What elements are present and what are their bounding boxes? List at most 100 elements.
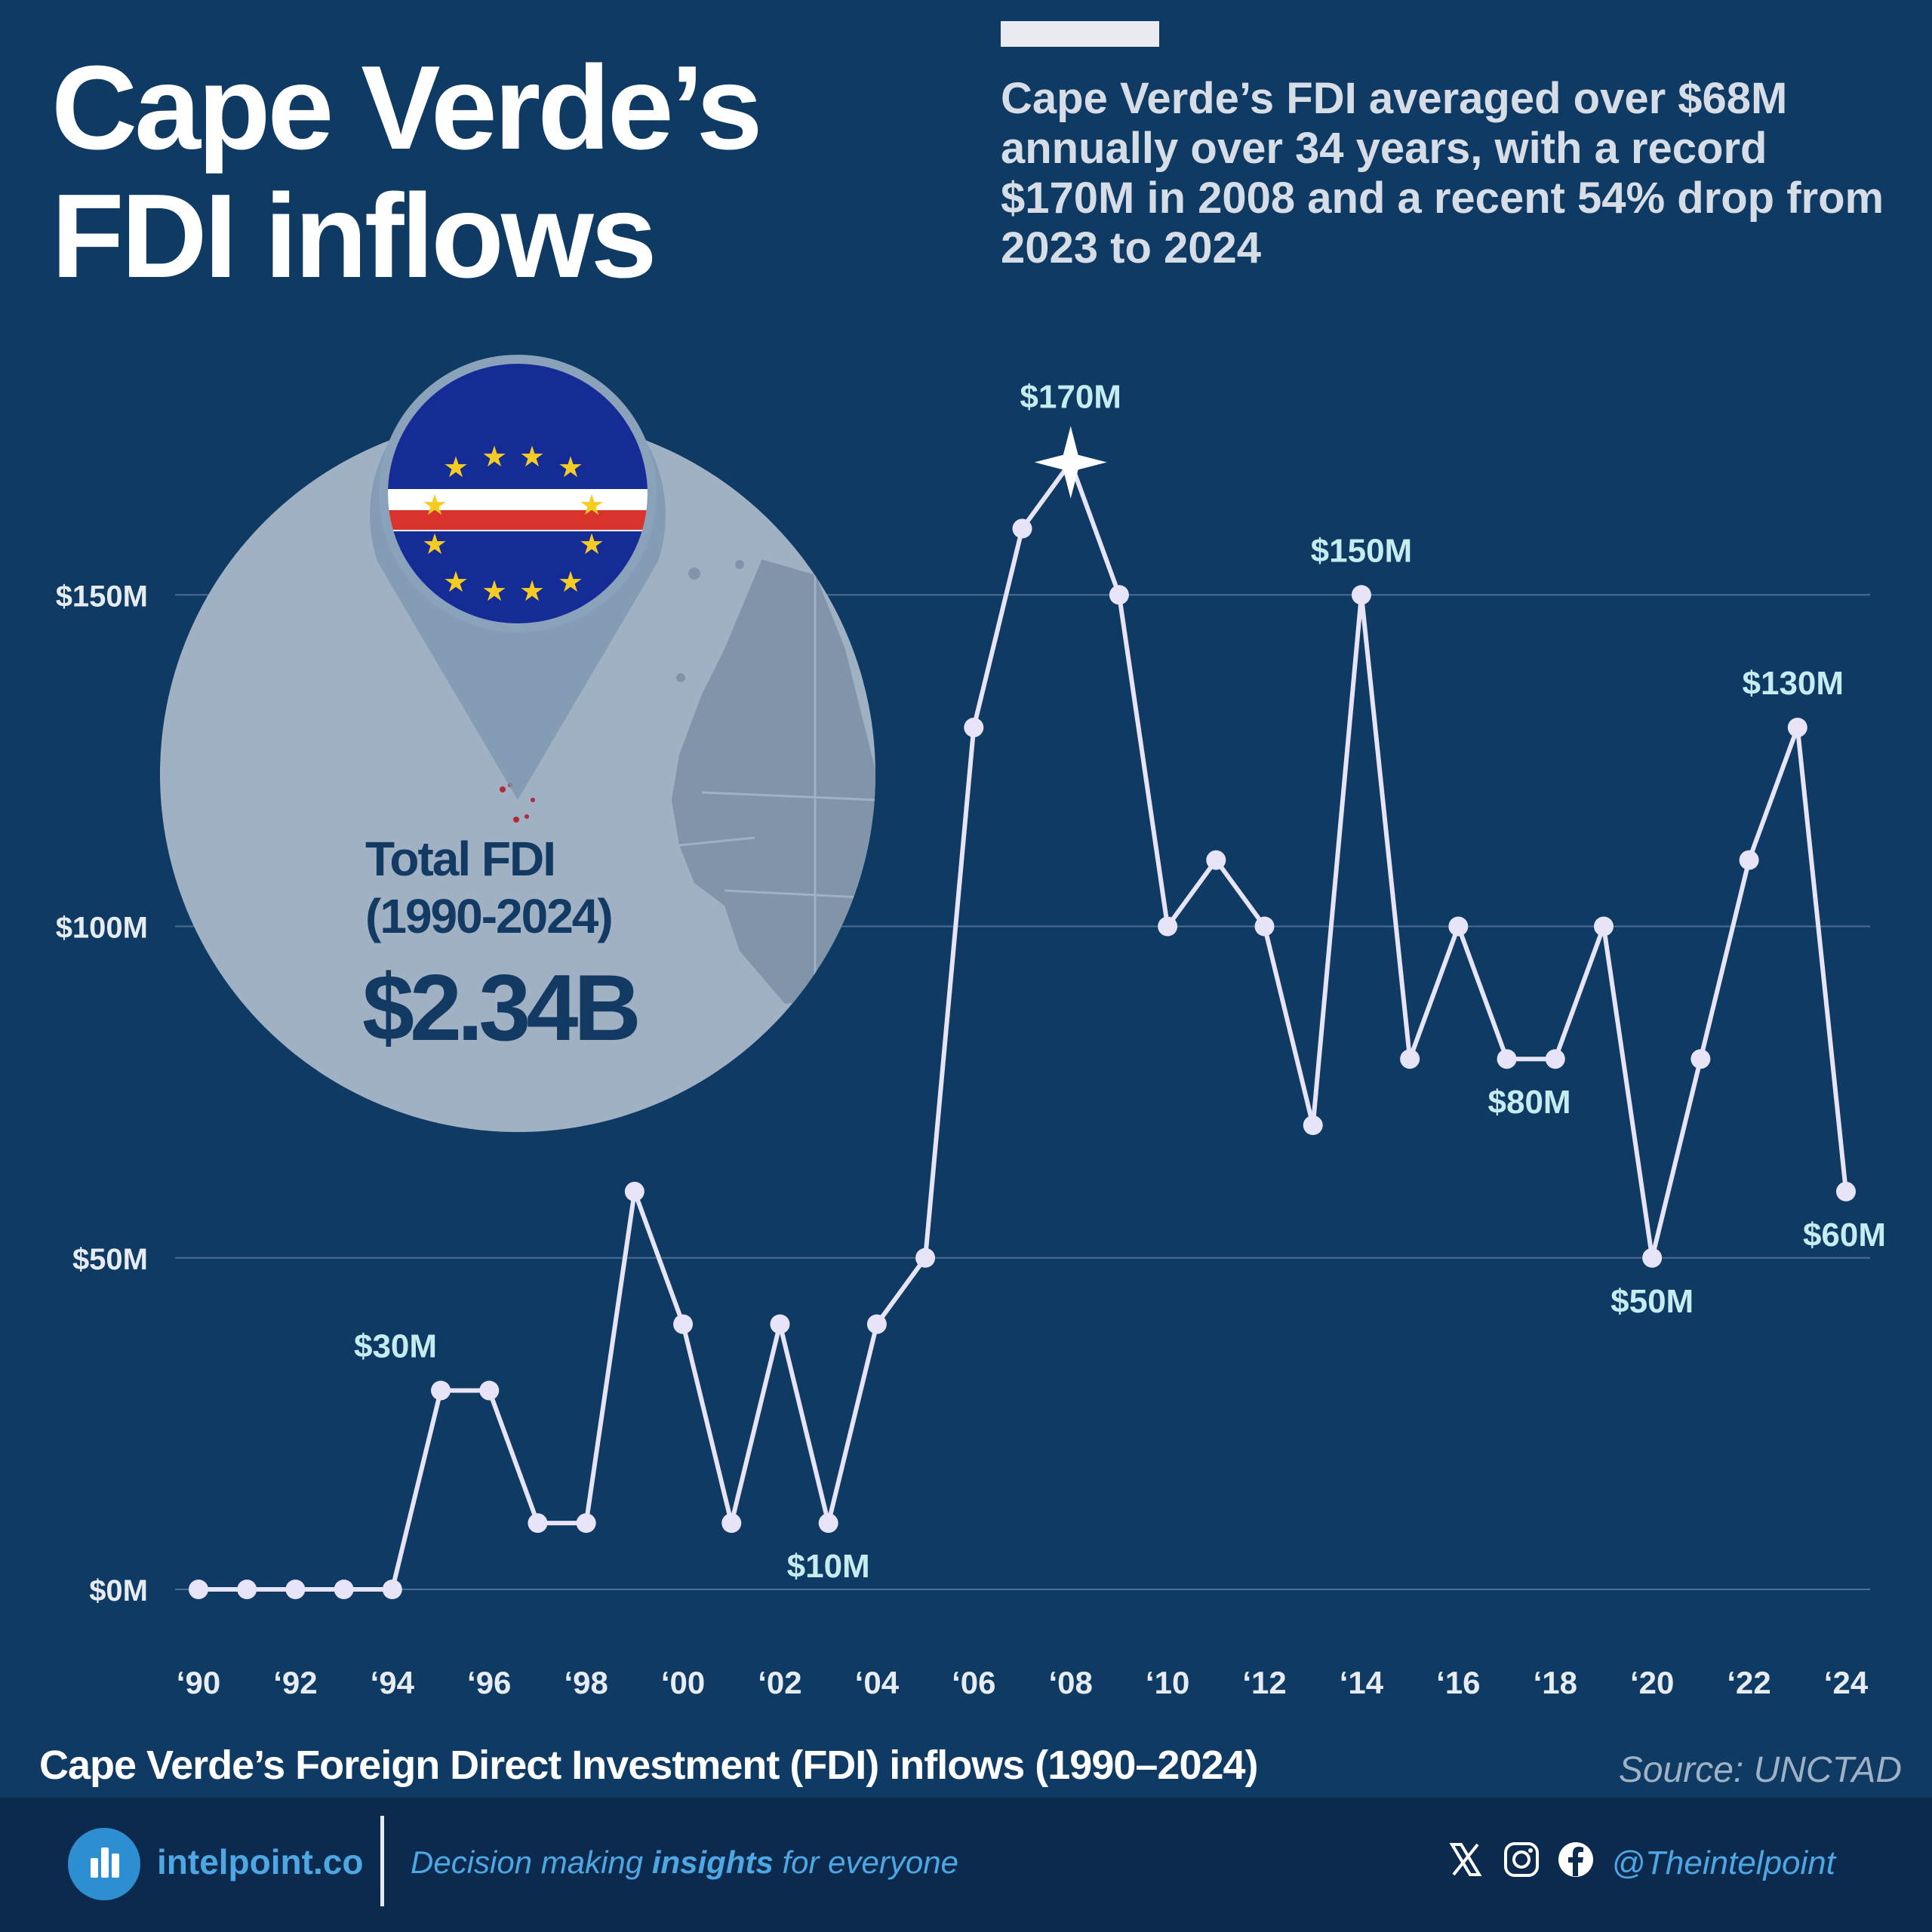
- x-tick-label: ‘92: [273, 1665, 317, 1700]
- data-label: $150M: [1311, 532, 1413, 569]
- footer-divider: [380, 1816, 384, 1906]
- data-point: [866, 1314, 887, 1334]
- chart-caption: Cape Verde’s Foreign Direct Investment (…: [39, 1743, 1259, 1788]
- peak-star-marker: [1034, 426, 1107, 499]
- data-point: [189, 1580, 208, 1599]
- data-point: [1109, 585, 1129, 605]
- headline-summary: Cape Verde’s FDI averaged over $68M annu…: [1001, 74, 1884, 272]
- svg-text:★: ★: [558, 565, 583, 598]
- tagline-bold: insights: [651, 1844, 774, 1880]
- data-label: $10M: [787, 1548, 870, 1585]
- x-tick-label: ‘12: [1242, 1665, 1286, 1700]
- title-line-1: Cape Verde’s: [51, 42, 763, 174]
- data-point: [334, 1580, 354, 1599]
- y-tick-label: $50M: [72, 1243, 148, 1276]
- x-tick-label: ‘14: [1340, 1665, 1384, 1700]
- data-point: [1739, 850, 1759, 870]
- data-point: [1497, 1049, 1517, 1069]
- data-point: [479, 1380, 500, 1401]
- data-point: [818, 1513, 838, 1534]
- data-point: [1303, 1115, 1323, 1136]
- source-note: Source: UNCTAD: [1618, 1750, 1902, 1790]
- svg-text:★: ★: [579, 488, 605, 521]
- data-point: [1690, 1049, 1711, 1069]
- y-tick-label: $0M: [89, 1574, 148, 1607]
- data-label: $60M: [1803, 1217, 1886, 1254]
- data-point: [1593, 916, 1614, 937]
- x-tick-label: ‘02: [758, 1665, 801, 1700]
- intelpoint-logo-icon[interactable]: [68, 1828, 140, 1900]
- x-tick-label: ‘10: [1146, 1665, 1189, 1700]
- x-tick-label: ‘22: [1727, 1665, 1770, 1700]
- data-point: [1158, 916, 1178, 937]
- data-point: [528, 1513, 548, 1534]
- x-tick-label: ‘04: [855, 1665, 900, 1700]
- social-handle[interactable]: @Theintelpoint: [1611, 1844, 1835, 1881]
- data-point: [1642, 1247, 1663, 1268]
- x-tick-label: ‘98: [564, 1665, 608, 1700]
- x-tick-label: ‘94: [371, 1665, 415, 1700]
- data-point: [285, 1580, 306, 1599]
- data-point: [1012, 518, 1032, 539]
- data-label: $50M: [1611, 1283, 1694, 1320]
- data-point: [576, 1513, 596, 1534]
- data-point: [964, 717, 984, 737]
- data-point: [1448, 916, 1469, 937]
- cape-verde-flag-icon: ★ ★ ★ ★ ★ ★ ★ ★ ★ ★ ★ ★: [388, 364, 648, 623]
- data-point: [1206, 850, 1226, 870]
- x-tick-label: ‘90: [177, 1665, 220, 1700]
- brand-link[interactable]: intelpoint.co: [157, 1842, 364, 1881]
- svg-text:★: ★: [481, 440, 507, 473]
- x-tick-label: ‘08: [1049, 1665, 1093, 1700]
- tagline-post: for everyone: [773, 1844, 958, 1880]
- data-point: [721, 1513, 742, 1534]
- x-tick-label: ‘96: [467, 1665, 511, 1700]
- facebook-icon[interactable]: [1556, 1840, 1595, 1879]
- y-tick-label: $150M: [56, 580, 148, 613]
- svg-text:★: ★: [519, 440, 545, 473]
- chart-labels: $0M $50M $100M $150M ‘90 ‘92 ‘94 ‘96 ‘98 ‘00 ‘02 ‘0…: [56, 379, 1886, 1700]
- title-line-2: FDI inflows: [51, 170, 657, 303]
- x-tick-label: ‘00: [661, 1665, 705, 1700]
- svg-text:★: ★: [422, 528, 448, 561]
- data-label: $170M: [1020, 379, 1121, 416]
- fdi-line-chart: ★ ★ ★ ★ ★ ★ ★ ★ ★ ★ ★ ★ Total FDI (1990-2024) …: [56, 355, 1886, 1700]
- data-point: [1836, 1181, 1856, 1201]
- svg-text:★: ★: [443, 451, 469, 484]
- page-title: Cape Verde’s FDI inflows: [51, 42, 763, 303]
- data-label: $130M: [1743, 665, 1844, 702]
- accent-bar: [1001, 21, 1159, 47]
- data-point: [1787, 717, 1807, 737]
- x-tick-label: ‘24: [1824, 1665, 1869, 1700]
- data-point: [431, 1380, 451, 1401]
- y-tick-label: $100M: [56, 912, 148, 945]
- data-point: [1351, 585, 1371, 605]
- data-point: [915, 1247, 936, 1268]
- x-tick-label: ‘18: [1534, 1665, 1577, 1700]
- locator-graphic: ★ ★ ★ ★ ★ ★ ★ ★ ★ ★ ★ ★ Total FDI (1990-2024) …: [160, 355, 875, 1132]
- tagline-pre: Decision making: [411, 1844, 652, 1880]
- data-point: [673, 1314, 694, 1334]
- svg-text:★: ★: [443, 565, 469, 598]
- fdi-series: [189, 426, 1856, 1599]
- instagram-icon[interactable]: [1502, 1840, 1541, 1879]
- x-tick-label: ‘20: [1630, 1665, 1674, 1700]
- data-label: $80M: [1488, 1084, 1571, 1121]
- data-point: [1400, 1049, 1420, 1069]
- data-point: [770, 1314, 790, 1334]
- data-point: [1254, 916, 1275, 937]
- x-icon[interactable]: [1446, 1840, 1485, 1879]
- svg-text:★: ★: [519, 574, 545, 608]
- data-point: [382, 1580, 402, 1599]
- data-point: [237, 1580, 257, 1599]
- total-fdi-label: Total FDI: [365, 832, 555, 886]
- total-fdi-period: (1990-2024): [365, 889, 612, 943]
- data-label: $30M: [354, 1327, 437, 1364]
- svg-text:★: ★: [579, 528, 605, 561]
- data-point: [624, 1181, 645, 1201]
- total-fdi-value: $2.34B: [362, 956, 637, 1060]
- x-tick-label: ‘06: [952, 1665, 995, 1700]
- x-tick-label: ‘16: [1436, 1665, 1480, 1700]
- svg-text:★: ★: [558, 451, 583, 484]
- svg-text:★: ★: [481, 574, 507, 608]
